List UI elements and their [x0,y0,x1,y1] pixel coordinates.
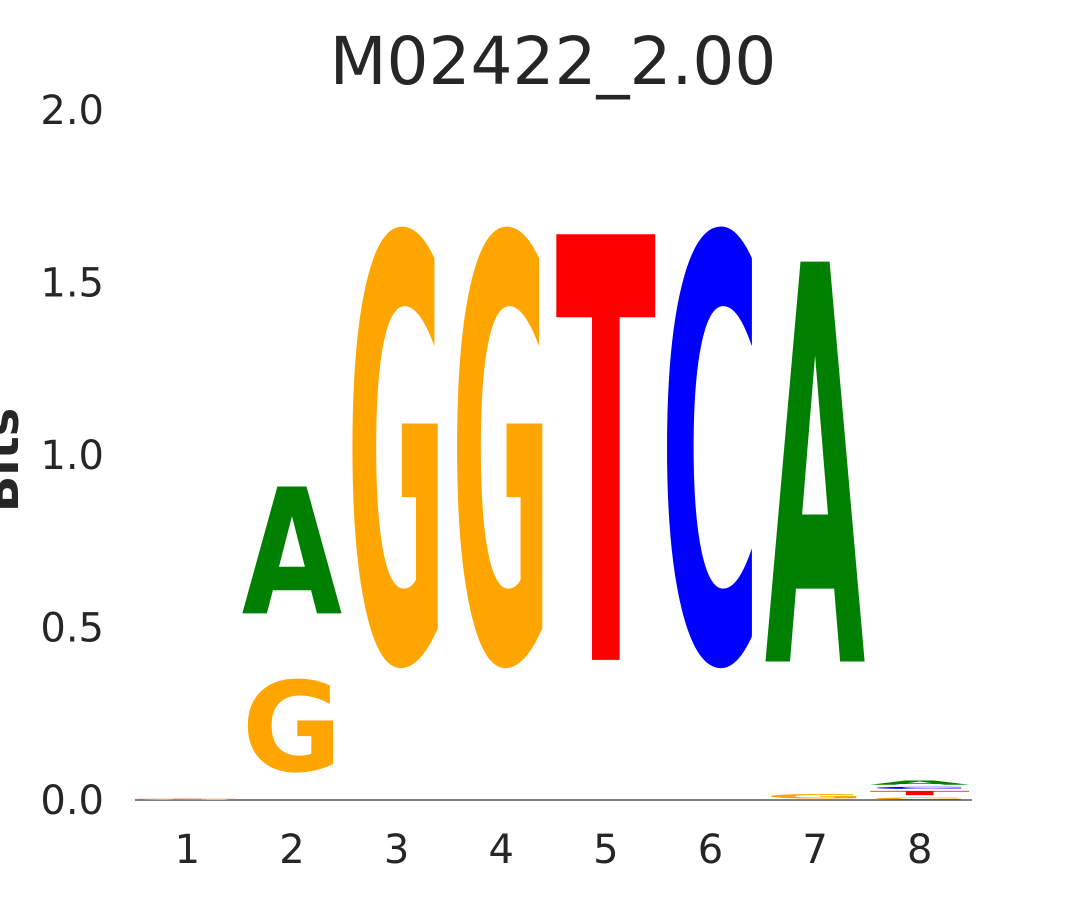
logo-letter-t: T [556,120,657,799]
x-tick-label: 7 [802,827,827,873]
y-tick-label: 1.5 [40,261,104,307]
x-tick-label: 5 [593,827,618,873]
logo-letter-c: C [660,119,760,799]
logo-letter-t: T [137,799,237,800]
logo-letter-g: G [869,797,969,800]
y-tick-label: 1.0 [40,433,104,479]
y-tick-label: 0.5 [40,606,104,652]
y-tick-label: 2.0 [40,88,104,134]
x-tick-label: 8 [907,827,932,873]
logo-letter-g: G [242,657,342,801]
logo-letter-t: T [869,790,969,797]
x-tick-label: 1 [175,827,200,873]
x-tick-label: 6 [698,827,723,873]
y-axis-label: Bits [0,408,30,513]
logo-letter-a: A [869,779,969,786]
logo-letter-g: G [451,119,551,799]
logo-letter-g: G [765,793,865,800]
logo-letter-a: A [765,152,866,791]
x-tick-label: 3 [384,827,409,873]
y-tick-labels: 0.0 0.5 1.0 1.5 2.0 [40,88,104,824]
x-tick-label: 4 [488,827,513,873]
logo-letter-c: C [869,786,969,789]
y-tick-label: 0.0 [40,778,104,824]
logo-letter-g: G [346,119,446,799]
x-tick-labels: 1 2 3 4 5 6 7 8 [175,827,933,873]
chart-title: M02422_2.00 [330,23,777,100]
logo-letter-g: G [137,799,237,800]
logo-letter-a: A [242,454,343,656]
x-tick-label: 2 [279,827,304,873]
